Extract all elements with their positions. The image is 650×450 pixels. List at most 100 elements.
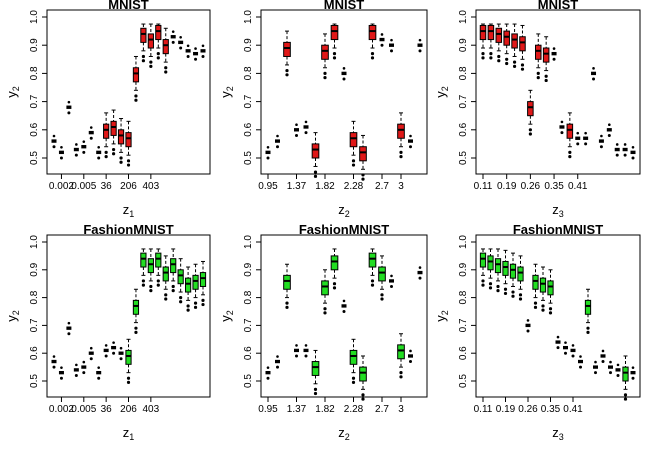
outlier — [201, 302, 205, 307]
outlier — [399, 375, 403, 379]
outlier — [285, 68, 289, 73]
box-7 — [96, 366, 102, 380]
box-body — [147, 258, 154, 274]
y-tick-label: 0.5 — [458, 151, 469, 165]
outlier — [599, 145, 603, 149]
outlier — [295, 133, 298, 137]
panel-mnist-z2: MNIST 0.5 0.6 0.7 0.8 0.9 1.0 0.95 1.37 1.82 2.28… — [218, 0, 428, 219]
outlier — [323, 71, 327, 75]
outlier — [295, 354, 298, 358]
box-body — [359, 366, 367, 382]
outlier — [536, 71, 540, 75]
x-tick-label: 0.35 — [544, 181, 564, 192]
box-16 — [408, 134, 413, 149]
y-axis-label-subscript: 2 — [225, 310, 235, 315]
box-2 — [58, 366, 64, 380]
outlier — [607, 133, 611, 137]
outlier — [528, 132, 532, 136]
y-axis-label-subscript: 2 — [11, 86, 21, 91]
box-body — [494, 258, 502, 274]
outlier — [332, 286, 337, 290]
x-tick-label: 1.37 — [287, 404, 307, 415]
box-body — [511, 33, 518, 49]
outlier — [134, 326, 138, 330]
outlier — [579, 355, 582, 358]
outlier — [548, 307, 553, 311]
outlier — [295, 344, 298, 347]
outlier — [351, 163, 356, 167]
outlier — [571, 354, 575, 358]
outlier — [489, 52, 493, 56]
panel-title: FashionMNIST — [513, 222, 603, 237]
outlier — [156, 279, 160, 283]
box-9 — [111, 341, 117, 355]
outlier — [526, 329, 530, 333]
box-body — [170, 35, 176, 39]
outlier — [60, 145, 63, 149]
outlier — [304, 354, 308, 358]
box-4 — [503, 23, 510, 66]
box-body — [51, 139, 57, 143]
box-16 — [408, 349, 413, 364]
outlier — [89, 136, 93, 140]
box-10 — [551, 47, 557, 61]
x-tick-label: 206 — [120, 181, 137, 192]
outlier — [89, 357, 93, 361]
box-body — [378, 266, 386, 282]
box-7 — [321, 33, 329, 80]
outlier — [481, 56, 485, 60]
outlier — [171, 284, 175, 289]
x-tick-label: 0.11 — [474, 181, 493, 192]
outlier — [52, 355, 56, 358]
outlier — [409, 349, 412, 353]
outlier — [370, 283, 375, 287]
box-body — [193, 51, 199, 56]
outlier — [266, 366, 270, 369]
y-tick-label: 0.5 — [29, 374, 40, 388]
outlier — [276, 365, 279, 369]
box-body — [591, 71, 597, 76]
outlier — [332, 56, 337, 60]
box-16 — [162, 255, 169, 301]
y-tick-label: 0.8 — [458, 66, 469, 80]
outlier — [511, 290, 515, 294]
x-tick-label: 0.95 — [258, 404, 278, 415]
box-body — [487, 24, 495, 41]
box-body — [584, 299, 592, 315]
box-1 — [51, 355, 57, 369]
box-1 — [265, 145, 271, 160]
box-body — [103, 123, 110, 139]
y-tick-label: 0.9 — [29, 262, 40, 276]
y-tick-label: 0.7 — [29, 318, 40, 332]
outlier — [418, 38, 422, 42]
box-5 — [511, 23, 518, 68]
outlier — [503, 291, 508, 296]
x-tick-label: 0.11 — [474, 404, 493, 415]
outlier — [126, 163, 131, 167]
outlier — [266, 156, 270, 160]
panel-title: MNIST — [324, 0, 365, 12]
outlier — [631, 156, 635, 160]
outlier — [370, 279, 375, 283]
box-15 — [155, 248, 162, 287]
box-body — [368, 252, 377, 268]
box-body — [96, 150, 102, 155]
outlier — [112, 351, 116, 355]
box-body — [66, 326, 72, 330]
outlier — [59, 156, 63, 160]
outlier — [594, 371, 597, 375]
panel-fashionmnist-z2: FashionMNIST 0.5 0.6 0.7 0.8 0.9 1.0 0.95 1.37 1… — [218, 222, 428, 442]
outlier — [323, 76, 327, 80]
outlier — [608, 123, 611, 127]
outlier — [119, 357, 123, 361]
y-tick-label: 0.7 — [458, 318, 469, 332]
box-18 — [177, 258, 184, 304]
outlier — [104, 154, 108, 159]
plot-frame — [260, 9, 428, 175]
box-16 — [162, 27, 169, 74]
x-axis-label-subscript: 3 — [559, 432, 564, 442]
outlier — [67, 321, 71, 325]
y-axis-label: y2 — [433, 86, 450, 98]
outlier — [418, 266, 422, 269]
box-18 — [614, 143, 620, 157]
